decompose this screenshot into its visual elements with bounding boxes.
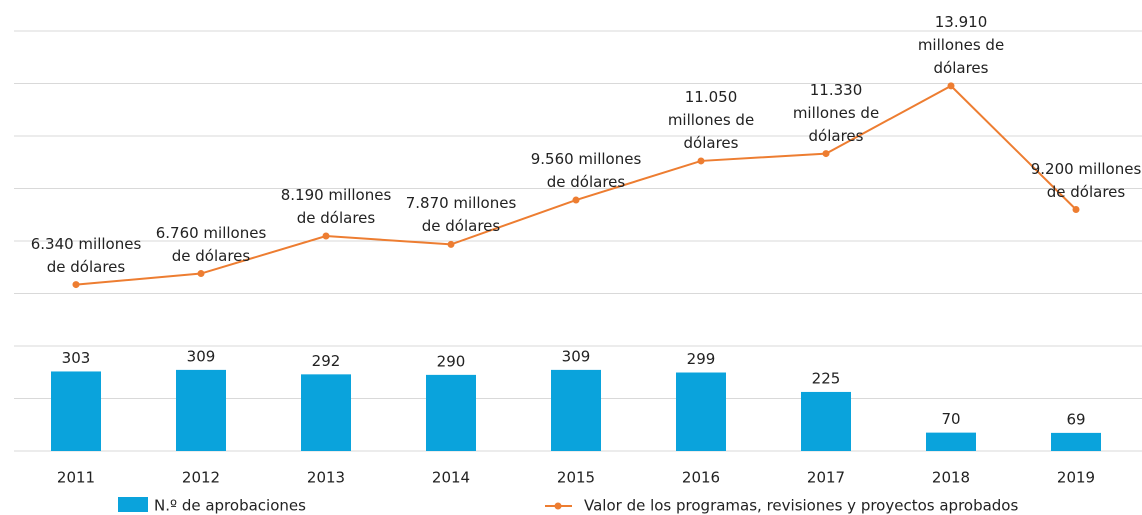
bar-value-label: 299 [687,350,716,368]
line-marker [1072,206,1080,213]
line-marker [572,196,580,204]
bar [426,374,476,451]
bar [301,374,351,451]
x-tick-label: 2019 [1057,469,1095,487]
line-value-label: 11.050 millones de dólares [667,87,755,152]
bar [926,432,976,451]
line-marker [697,157,705,165]
line-value-label: 13.910 millones de dólares [917,12,1005,77]
bar [551,369,601,451]
line-value-label: 6.760 millones de dólares [155,223,267,265]
x-tick-label: 2018 [932,469,970,487]
legend-swatch [118,497,148,512]
line-marker [947,82,955,90]
line-value-label: 6.340 millones de dólares [30,234,142,276]
line-marker [822,150,830,158]
bar-value-label: 290 [437,352,466,370]
bar-value-label: 303 [62,349,91,367]
bar [801,391,851,451]
bar [676,372,726,451]
line-marker [322,232,330,240]
line-value-label: 9.560 millones de dólares [530,150,642,192]
line-marker [197,270,205,278]
bar-value-label: 69 [1066,410,1085,428]
line-marker [72,281,80,289]
line-value-label: 9.200 millones de dólares [1030,159,1142,201]
line-value-label: 8.190 millones de dólares [280,186,392,228]
bar [1051,432,1101,451]
x-tick-label: 2014 [432,469,470,487]
x-tick-label: 2015 [557,469,595,487]
line-value-label: 11.330 millones de dólares [792,80,880,145]
bar-value-label: 309 [187,347,216,365]
x-tick-label: 2013 [307,469,345,487]
bar-value-label: 292 [312,352,341,370]
legend-marker [554,502,562,510]
x-tick-label: 2016 [682,469,720,487]
line-value-label: 7.870 millones de dólares [405,194,517,236]
x-tick-label: 2011 [57,469,95,487]
line-marker [447,240,455,248]
bar [176,369,226,451]
bar-value-label: 70 [941,410,960,428]
bar-value-label: 225 [812,369,841,387]
bar [51,371,101,451]
legend-label: Valor de los programas, revisiones y pro… [584,497,1018,515]
x-tick-label: 2017 [807,469,845,487]
legend-label: N.º de aprobaciones [154,497,306,515]
x-tick-label: 2012 [182,469,220,487]
bar-value-label: 309 [562,347,591,365]
